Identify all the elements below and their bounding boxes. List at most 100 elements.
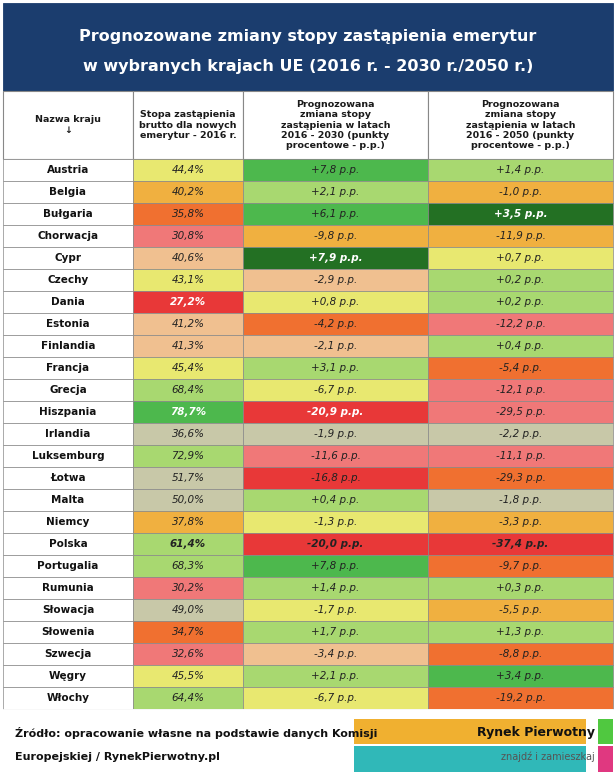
Text: 51,7%: 51,7%	[172, 473, 205, 483]
Text: 32,6%: 32,6%	[172, 649, 205, 659]
FancyBboxPatch shape	[133, 313, 243, 335]
FancyBboxPatch shape	[133, 335, 243, 357]
FancyBboxPatch shape	[133, 555, 243, 577]
Text: +7,9 p.p.: +7,9 p.p.	[309, 253, 362, 263]
FancyBboxPatch shape	[133, 225, 243, 247]
FancyBboxPatch shape	[133, 665, 243, 687]
Text: 43,1%: 43,1%	[172, 275, 205, 285]
Text: Stopa zastąpienia
brutto dla nowych
emerytur - 2016 r.: Stopa zastąpienia brutto dla nowych emer…	[139, 110, 237, 140]
FancyBboxPatch shape	[243, 159, 428, 181]
Text: Szwecja: Szwecja	[44, 649, 92, 659]
FancyBboxPatch shape	[3, 555, 133, 577]
FancyBboxPatch shape	[243, 599, 428, 621]
Text: -2,9 p.p.: -2,9 p.p.	[314, 275, 357, 285]
FancyBboxPatch shape	[133, 467, 243, 489]
FancyBboxPatch shape	[133, 577, 243, 599]
Text: -6,7 p.p.: -6,7 p.p.	[314, 693, 357, 703]
Text: 40,6%: 40,6%	[172, 253, 205, 263]
FancyBboxPatch shape	[3, 665, 133, 687]
Text: Słowacja: Słowacja	[42, 605, 94, 615]
Text: -29,3 p.p.: -29,3 p.p.	[496, 473, 546, 483]
Text: +0,4 p.p.: +0,4 p.p.	[311, 495, 360, 505]
FancyBboxPatch shape	[3, 577, 133, 599]
Text: Słowenia: Słowenia	[41, 627, 95, 637]
Text: 64,4%: 64,4%	[172, 693, 205, 703]
FancyBboxPatch shape	[428, 577, 613, 599]
Text: -3,4 p.p.: -3,4 p.p.	[314, 649, 357, 659]
Text: +1,7 p.p.: +1,7 p.p.	[311, 627, 360, 637]
FancyBboxPatch shape	[243, 357, 428, 379]
Text: Chorwacja: Chorwacja	[38, 231, 98, 241]
Text: Belgia: Belgia	[49, 187, 87, 197]
FancyBboxPatch shape	[133, 643, 243, 665]
Text: Włochy: Włochy	[47, 693, 90, 703]
FancyBboxPatch shape	[243, 687, 428, 709]
Text: Portugalia: Portugalia	[38, 561, 98, 571]
Text: +3,4 p.p.: +3,4 p.p.	[496, 671, 545, 681]
Text: Prognozowana
zmiana stopy
zastąpienia w latach
2016 - 2050 (punkty
procentowe - : Prognozowana zmiana stopy zastąpienia w …	[466, 100, 575, 150]
Text: Czechy: Czechy	[47, 275, 89, 285]
FancyBboxPatch shape	[133, 423, 243, 445]
FancyBboxPatch shape	[428, 467, 613, 489]
Text: -37,4 p.p.: -37,4 p.p.	[493, 539, 549, 549]
Text: 30,2%: 30,2%	[172, 583, 205, 593]
FancyBboxPatch shape	[133, 621, 243, 643]
Text: -12,2 p.p.: -12,2 p.p.	[496, 319, 546, 329]
Text: -5,4 p.p.: -5,4 p.p.	[499, 363, 542, 373]
FancyBboxPatch shape	[428, 511, 613, 533]
FancyBboxPatch shape	[428, 621, 613, 643]
Text: +0,7 p.p.: +0,7 p.p.	[496, 253, 545, 263]
FancyBboxPatch shape	[428, 91, 613, 159]
FancyBboxPatch shape	[3, 379, 133, 401]
Text: +0,2 p.p.: +0,2 p.p.	[496, 275, 545, 285]
FancyBboxPatch shape	[243, 511, 428, 533]
Text: Prognozowana
zmiana stopy
zastąpienia w latach
2016 - 2030 (punkty
procentowe - : Prognozowana zmiana stopy zastąpienia w …	[281, 100, 391, 150]
FancyBboxPatch shape	[133, 533, 243, 555]
FancyBboxPatch shape	[3, 3, 613, 91]
FancyBboxPatch shape	[243, 555, 428, 577]
FancyBboxPatch shape	[428, 357, 613, 379]
FancyBboxPatch shape	[243, 621, 428, 643]
FancyBboxPatch shape	[133, 203, 243, 225]
Text: Europejskiej / RynekPierwotny.pl: Europejskiej / RynekPierwotny.pl	[15, 752, 220, 762]
FancyBboxPatch shape	[243, 577, 428, 599]
Text: Węgry: Węgry	[49, 671, 87, 681]
Text: Dania: Dania	[51, 297, 85, 307]
FancyBboxPatch shape	[428, 203, 613, 225]
FancyBboxPatch shape	[3, 291, 133, 313]
Text: Hiszpania: Hiszpania	[39, 407, 97, 417]
Text: +1,4 p.p.: +1,4 p.p.	[311, 583, 360, 593]
Text: Rynek Pierwotny: Rynek Pierwotny	[477, 727, 595, 739]
Text: -2,2 p.p.: -2,2 p.p.	[499, 429, 542, 439]
FancyBboxPatch shape	[3, 423, 133, 445]
FancyBboxPatch shape	[3, 599, 133, 621]
Text: +0,4 p.p.: +0,4 p.p.	[496, 341, 545, 351]
Text: -12,1 p.p.: -12,1 p.p.	[496, 385, 546, 395]
Text: -20,9 p.p.: -20,9 p.p.	[308, 407, 363, 417]
FancyBboxPatch shape	[3, 709, 613, 777]
FancyBboxPatch shape	[3, 159, 133, 181]
Text: +1,4 p.p.: +1,4 p.p.	[496, 165, 545, 175]
Text: znajdź i zamieszkaj: znajdź i zamieszkaj	[501, 752, 595, 762]
FancyBboxPatch shape	[133, 159, 243, 181]
Text: -6,7 p.p.: -6,7 p.p.	[314, 385, 357, 395]
FancyBboxPatch shape	[133, 687, 243, 709]
FancyBboxPatch shape	[428, 445, 613, 467]
FancyBboxPatch shape	[3, 687, 133, 709]
Text: -16,8 p.p.: -16,8 p.p.	[311, 473, 360, 483]
Text: +7,8 p.p.: +7,8 p.p.	[311, 165, 360, 175]
FancyBboxPatch shape	[428, 643, 613, 665]
FancyBboxPatch shape	[133, 357, 243, 379]
FancyBboxPatch shape	[428, 181, 613, 203]
Text: +0,3 p.p.: +0,3 p.p.	[496, 583, 545, 593]
Text: -9,8 p.p.: -9,8 p.p.	[314, 231, 357, 241]
Text: Bułgaria: Bułgaria	[43, 209, 93, 219]
Text: w wybranych krajach UE (2016 r. - 2030 r./2050 r.): w wybranych krajach UE (2016 r. - 2030 r…	[83, 59, 533, 74]
Text: Prognozowane zmiany stopy zastąpienia emerytur: Prognozowane zmiany stopy zastąpienia em…	[79, 29, 537, 44]
FancyBboxPatch shape	[243, 181, 428, 203]
FancyBboxPatch shape	[3, 181, 133, 203]
Text: 61,4%: 61,4%	[170, 539, 206, 549]
Text: Niemcy: Niemcy	[46, 517, 90, 527]
Text: -8,8 p.p.: -8,8 p.p.	[499, 649, 542, 659]
Text: Irlandia: Irlandia	[46, 429, 90, 439]
